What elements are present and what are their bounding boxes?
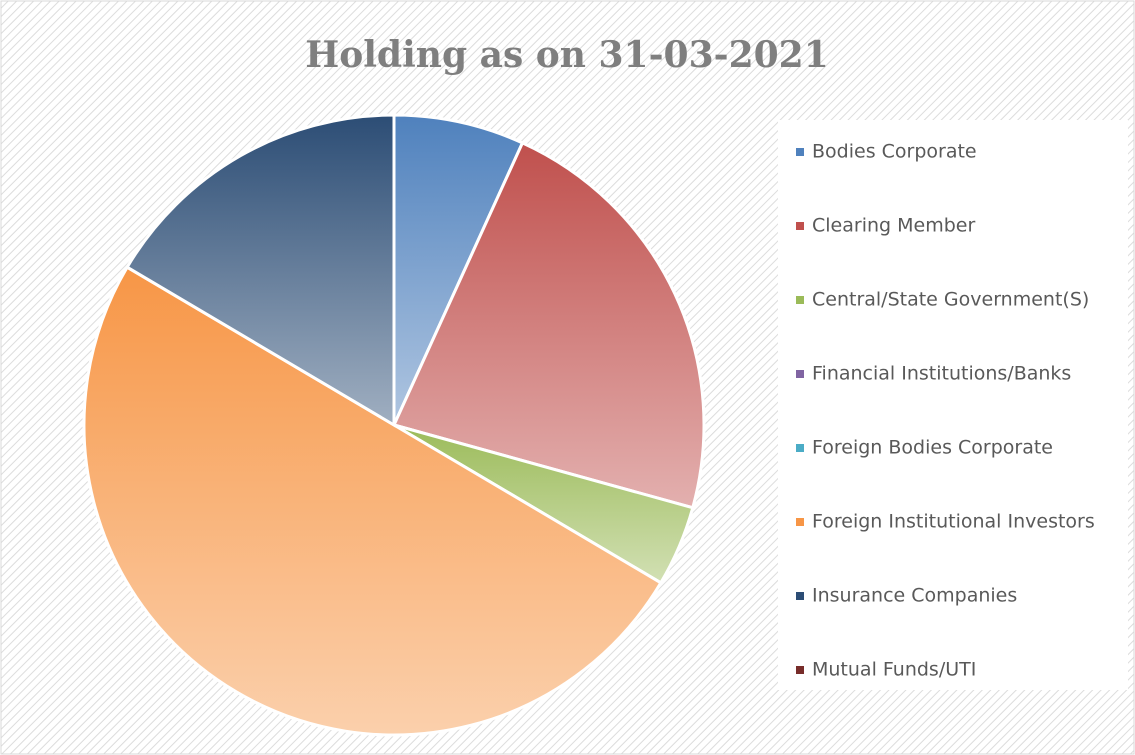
pie-slice — [125, 113, 396, 428]
legend-marker — [796, 370, 804, 378]
legend-label: Mutual Funds/UTI — [812, 659, 976, 681]
pie-slice — [82, 265, 663, 737]
legend-marker — [796, 444, 804, 452]
legend-label: Bodies Corporate — [812, 141, 977, 163]
legend-label: Central/State Government(S) — [812, 289, 1089, 311]
legend-marker — [796, 296, 804, 304]
legend-marker — [796, 148, 804, 156]
legend-label: Foreign Institutional Investors — [812, 511, 1095, 533]
legend-marker — [796, 222, 804, 230]
legend-marker — [796, 518, 804, 526]
pie-slice — [391, 140, 706, 510]
legend-marker — [796, 666, 804, 674]
legend-label: Insurance Companies — [812, 585, 1017, 607]
legend-label: Financial Institutions/Banks — [812, 363, 1071, 385]
pie-slice — [392, 113, 525, 426]
legend-label: Clearing Member — [812, 215, 975, 237]
legend-marker — [796, 592, 804, 600]
legend-label: Foreign Bodies Corporate — [812, 437, 1053, 459]
legend-box — [778, 120, 1128, 690]
chart-title: Holding as on 31-03-2021 — [305, 34, 829, 76]
